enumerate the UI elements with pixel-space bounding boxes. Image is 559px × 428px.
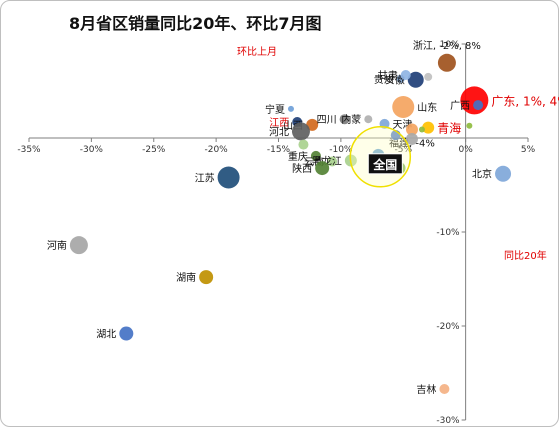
data-point (291, 122, 310, 141)
data-point (422, 121, 435, 134)
x-tick-label: 5% (521, 145, 536, 155)
data-point-label: 北京 (472, 168, 492, 181)
y-tick-label: -30% (436, 416, 460, 426)
data-point-label: 广西 (450, 100, 470, 112)
data-point (407, 71, 424, 88)
x-tick-label: -15% (267, 145, 291, 155)
data-point (473, 100, 484, 111)
data-point (310, 150, 321, 161)
y-tick-label: 10% (440, 40, 460, 50)
data-point (392, 95, 415, 118)
data-point-label: 江西 (269, 117, 289, 129)
data-point-label: 宁夏 (265, 103, 285, 116)
x-tick-label: -35% (17, 145, 41, 155)
data-point (405, 132, 418, 145)
data-point-label: 吉林 (416, 383, 436, 396)
data-point-label: 重庆 (288, 150, 308, 163)
data-point-label: 浙江, -2%, 8% (413, 40, 481, 52)
data-point (400, 70, 411, 81)
data-point-label: 天津 (393, 119, 413, 131)
data-point-label: 四川 (317, 115, 337, 126)
chart-title: 8月省区销量同比20年、环比7月图 (69, 14, 322, 33)
x-tick-label: -10% (329, 145, 353, 155)
data-point (327, 156, 338, 167)
x-tick-label: -5% (394, 145, 412, 155)
data-point-label: 河北 (269, 126, 289, 138)
data-points: 浙江, -2%, 8%广东, 1%, 4%广西贵州安徽甘肃山东宁夏江西山西四川内… (47, 40, 559, 396)
national-marker: 全国 (349, 126, 412, 188)
data-point (424, 72, 433, 81)
data-point (418, 126, 425, 133)
data-point-label: 青海 (437, 121, 461, 136)
axes: -35% -30% -25% -20% -15% -10% -5% 0% 5% 10% -10% -2… (17, 40, 535, 426)
x-tick-label: -20% (204, 145, 228, 155)
data-point-label: 甘肃 (378, 69, 398, 82)
y-tick-label: -10% (436, 228, 460, 238)
data-point (439, 383, 450, 394)
data-point-label: 贵州 (374, 73, 394, 86)
national-label: 全国 (372, 157, 397, 172)
data-point (437, 53, 456, 72)
data-point (69, 236, 88, 255)
data-point-label: 广东, 1%, 4% (491, 94, 559, 108)
data-point (495, 165, 512, 182)
data-point (339, 114, 350, 125)
data-point-label: 安徽 (385, 74, 405, 87)
data-point (405, 123, 418, 136)
data-point-label: 陕西 (292, 162, 312, 175)
x-tick-label: -25% (142, 145, 166, 155)
national-label-box (367, 153, 403, 175)
annotation-top: 环比上月 (237, 46, 277, 58)
data-point (287, 105, 294, 112)
data-point (119, 326, 134, 341)
x-tick-label: -30% (80, 145, 104, 155)
data-point (466, 122, 473, 129)
y-tick-label: -20% (436, 322, 460, 332)
annotation-right: 同比20年 (504, 249, 547, 262)
data-point-label: 湖南 (176, 271, 196, 284)
data-point-label: 内蒙 (341, 113, 361, 126)
data-point (315, 161, 330, 176)
data-point-label: 河南 (47, 239, 67, 252)
data-point-label: 湖北 (96, 329, 116, 341)
data-point (298, 139, 309, 150)
data-point (364, 115, 373, 124)
x-tick-label: 0% (458, 145, 473, 155)
data-point (217, 166, 240, 189)
data-point-label: 山东 (417, 101, 437, 114)
data-point (199, 270, 214, 285)
data-point-label: 江苏 (195, 171, 215, 184)
